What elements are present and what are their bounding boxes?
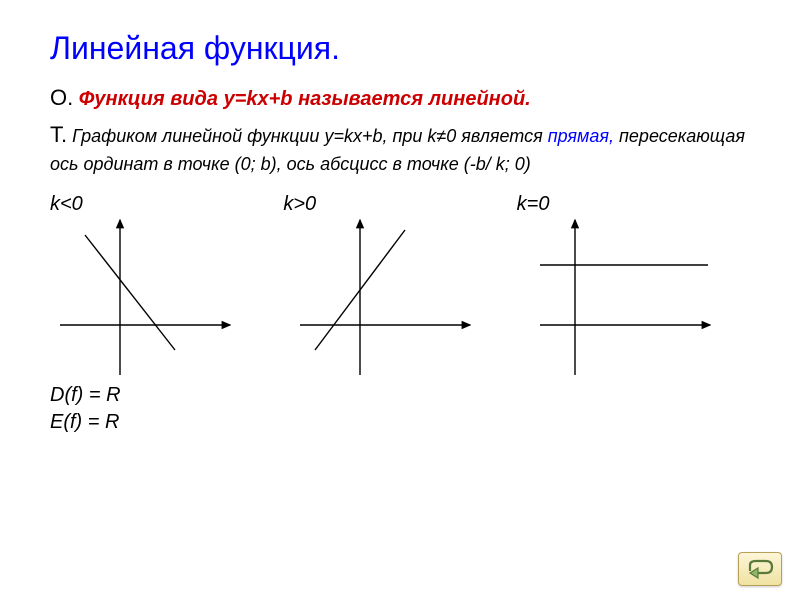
theorem-text-1a: Графиком линейной функции y=kx+b, при k≠… <box>72 126 548 146</box>
return-button[interactable] <box>738 552 782 586</box>
graph-k-neg <box>50 210 290 380</box>
return-icon <box>744 557 776 581</box>
slide-title: Линейная функция. <box>50 30 750 67</box>
theorem-prefix: Т. <box>50 122 67 147</box>
theorem-line-2: ось ординат в точке (0; b), ось абсцисс … <box>50 154 750 175</box>
range-line: E(f) = R <box>50 411 750 434</box>
graphs-row <box>50 210 750 380</box>
graph-k-zero <box>530 210 770 380</box>
theorem-blue: прямая, <box>548 126 614 146</box>
theorem-line-1: Т. Графиком линейной функции y=kx+b, при… <box>50 121 750 150</box>
definition-line: О. Функция вида y=kx+b называется линейн… <box>50 85 750 111</box>
domain-range: D(f) = R E(f) = R <box>50 384 750 434</box>
graph-k-pos <box>290 210 530 380</box>
domain-line: D(f) = R <box>50 384 750 407</box>
definition-text: Функция вида y=kx+b называется линейной. <box>79 88 531 110</box>
definition-prefix: О. <box>50 85 73 110</box>
theorem-text-1b: пересекающая <box>619 126 745 146</box>
